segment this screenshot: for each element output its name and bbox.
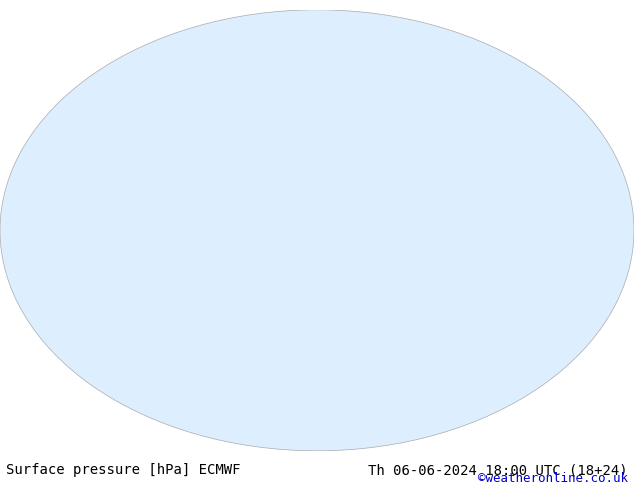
Ellipse shape — [0, 10, 634, 451]
Text: ©weatheronline.co.uk: ©weatheronline.co.uk — [477, 472, 628, 485]
Text: Th 06-06-2024 18:00 UTC (18+24): Th 06-06-2024 18:00 UTC (18+24) — [368, 463, 628, 477]
Text: Surface pressure [hPa] ECMWF: Surface pressure [hPa] ECMWF — [6, 463, 241, 477]
